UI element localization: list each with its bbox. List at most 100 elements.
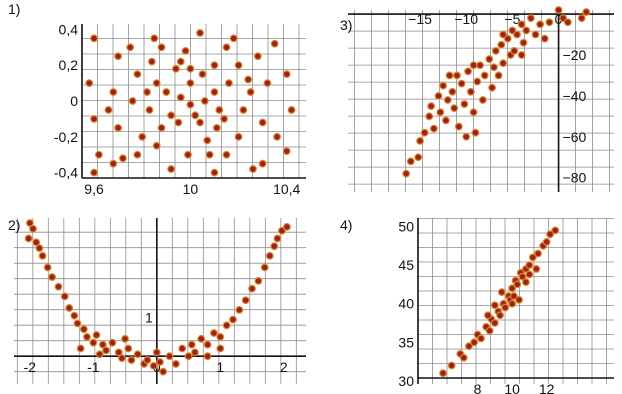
data-point: [469, 61, 478, 70]
x-tick-label: -2: [24, 359, 37, 375]
data-point: [270, 39, 279, 48]
data-point: [203, 352, 212, 361]
data-point: [457, 79, 466, 88]
panel-number: 2): [8, 217, 20, 233]
data-point: [473, 77, 482, 86]
data-point: [248, 284, 256, 293]
data-point: [448, 87, 457, 96]
data-point: [90, 34, 98, 43]
data-point: [143, 356, 152, 364]
data-point: [459, 353, 468, 362]
y-tick-label: 40: [398, 296, 414, 312]
data-point: [249, 165, 257, 173]
data-point: [215, 106, 224, 114]
data-point: [522, 26, 531, 35]
data-point: [73, 319, 82, 328]
data-point: [518, 272, 527, 281]
data-point: [92, 331, 101, 339]
data-point: [414, 153, 423, 162]
data-point: [484, 311, 492, 320]
data-point: [25, 219, 34, 227]
data-point: [460, 100, 469, 108]
data-point: [532, 265, 541, 273]
data-point: [187, 340, 196, 349]
y-tick-label: -0,4: [54, 165, 78, 181]
data-point: [477, 334, 485, 343]
data-point: [241, 296, 250, 305]
data-point: [79, 325, 88, 334]
data-point: [416, 136, 424, 145]
data-point: [48, 273, 56, 281]
data-point: [420, 128, 429, 137]
data-point: [577, 14, 586, 23]
data-point: [152, 141, 161, 150]
x-tick-label: −10: [454, 11, 478, 27]
data-point: [253, 52, 262, 61]
panel-number: 1): [8, 1, 20, 17]
data-point: [104, 106, 113, 114]
data-point: [222, 150, 231, 159]
data-point: [109, 159, 118, 168]
data-point: [525, 261, 534, 269]
chart-panel-1: 1) 9,6 10 10,4 0,4 0,2 0 -0,2 -0,4: [8, 1, 306, 197]
data-point: [454, 122, 463, 131]
data-point: [149, 361, 158, 370]
data-point: [162, 88, 171, 96]
data-point: [133, 350, 142, 359]
data-point: [425, 112, 434, 121]
data-point: [525, 270, 534, 279]
data-point: [490, 63, 498, 72]
data-point: [469, 108, 478, 117]
data-point: [24, 234, 33, 243]
panel-number: 3): [340, 17, 352, 33]
data-point: [439, 81, 448, 90]
chart-panel-3: 3) −15 −10 −5 0 −20 −40 −60 −80: [340, 6, 614, 192]
y-tick-label: -0,2: [54, 129, 78, 145]
data-point: [203, 340, 212, 349]
data-point: [167, 111, 176, 120]
data-point: [282, 70, 291, 79]
x-tick-label: 10: [183, 181, 199, 197]
data-point: [470, 338, 479, 347]
data-point: [450, 104, 459, 113]
data-point: [283, 222, 291, 231]
data-point: [127, 356, 136, 364]
data-point: [205, 150, 214, 159]
data-point: [76, 344, 85, 353]
data-point: [542, 238, 551, 246]
data-point: [546, 230, 555, 239]
data-point: [172, 64, 180, 73]
data-point: [229, 34, 238, 43]
data-point: [270, 242, 279, 251]
y-tick-label: 0,2: [59, 57, 79, 73]
data-point: [464, 67, 472, 76]
data-point: [94, 150, 103, 159]
data-point: [239, 106, 248, 114]
chart-panel-4: 4) 8 10 12 50 45 40 35 30: [340, 217, 614, 394]
data-point: [186, 100, 195, 109]
data-point: [225, 79, 233, 87]
data-point: [545, 18, 554, 27]
data-point: [133, 150, 142, 159]
data-point: [582, 8, 591, 16]
data-point: [485, 55, 494, 63]
data-point: [114, 348, 123, 357]
data-point: [501, 303, 510, 312]
data-point: [171, 360, 180, 368]
data-point: [445, 71, 454, 80]
data-point: [406, 157, 415, 166]
data-point: [210, 168, 219, 177]
y-tick-label: 30: [398, 373, 414, 389]
data-point: [43, 263, 52, 272]
data-point: [282, 147, 291, 156]
data-point: [471, 128, 480, 137]
data-point: [429, 124, 438, 133]
data-point: [29, 224, 37, 233]
data-point: [83, 333, 91, 341]
data-point: [186, 79, 195, 87]
chart-panel-2: 2)-2-10121: [8, 217, 306, 384]
data-point: [490, 319, 499, 327]
data-point: [491, 46, 500, 55]
y-tick-label: −20: [563, 47, 587, 63]
